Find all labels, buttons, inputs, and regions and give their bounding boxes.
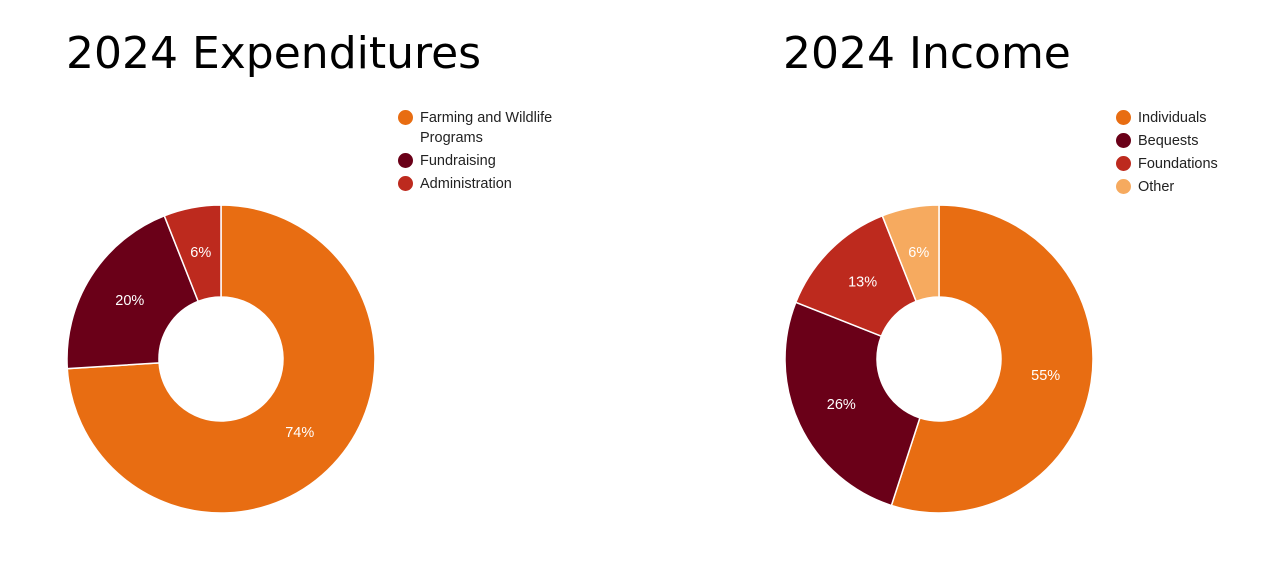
- legend-swatch: [1116, 179, 1131, 194]
- income-panel: 2024 Income Individuals Bequests Foundat…: [639, 0, 1278, 573]
- legend-label: Individuals: [1138, 110, 1207, 126]
- legend-swatch: [398, 176, 413, 191]
- slice-individuals[interactable]: [890, 204, 1094, 514]
- legend-item-farming[interactable]: Farming and Wildlife Programs: [398, 108, 588, 148]
- legend-label: Other: [1138, 179, 1175, 195]
- legend-label: Administration: [420, 176, 512, 192]
- slice-label-bequests: 26%: [827, 397, 856, 413]
- legend-item-other[interactable]: Other: [1116, 177, 1266, 197]
- slice-label-other: 6%: [908, 245, 929, 261]
- slice-other[interactable]: [881, 204, 940, 303]
- slice-farming-and-wildlife-programs[interactable]: [66, 204, 376, 514]
- slice-label-farming-and-wildlife-programs: 74%: [285, 425, 314, 441]
- slice-fundraising[interactable]: [66, 214, 200, 370]
- legend-label: Bequests: [1138, 133, 1199, 149]
- slice-administration[interactable]: [163, 204, 222, 303]
- slice-label-foundations: 13%: [848, 275, 877, 291]
- legend-swatch: [1116, 156, 1131, 171]
- legend-swatch: [398, 110, 413, 125]
- legend-label: Farming and Wildlife Programs: [420, 110, 553, 146]
- expenditures-legend: Farming and Wildlife Programs Fundraisin…: [398, 108, 588, 197]
- income-legend: Individuals Bequests Foundations Other: [1116, 108, 1266, 200]
- legend-item-foundations[interactable]: Foundations: [1116, 154, 1266, 174]
- legend-label: Foundations: [1138, 156, 1218, 172]
- slice-label-fundraising: 20%: [115, 293, 144, 309]
- income-title: 2024 Income: [783, 28, 1071, 79]
- legend-item-bequests[interactable]: Bequests: [1116, 131, 1266, 151]
- expenditures-donut: 74% 20% 6%: [66, 204, 376, 514]
- income-donut: 55% 26% 13% 6%: [784, 204, 1094, 514]
- slice-label-administration: 6%: [190, 245, 211, 261]
- slice-label-individuals: 55%: [1031, 368, 1060, 384]
- legend-swatch: [1116, 133, 1131, 148]
- legend-item-fundraising[interactable]: Fundraising: [398, 151, 588, 171]
- slice-foundations[interactable]: [794, 214, 918, 338]
- expenditures-title: 2024 Expenditures: [66, 28, 482, 79]
- expenditures-panel: 2024 Expenditures Farming and Wildlife P…: [66, 28, 588, 514]
- legend-swatch: [1116, 110, 1131, 125]
- slice-bequests[interactable]: [784, 301, 921, 507]
- legend-item-administration[interactable]: Administration: [398, 174, 588, 194]
- legend-label: Fundraising: [420, 153, 496, 169]
- legend-item-individuals[interactable]: Individuals: [1116, 108, 1266, 128]
- legend-swatch: [398, 153, 413, 168]
